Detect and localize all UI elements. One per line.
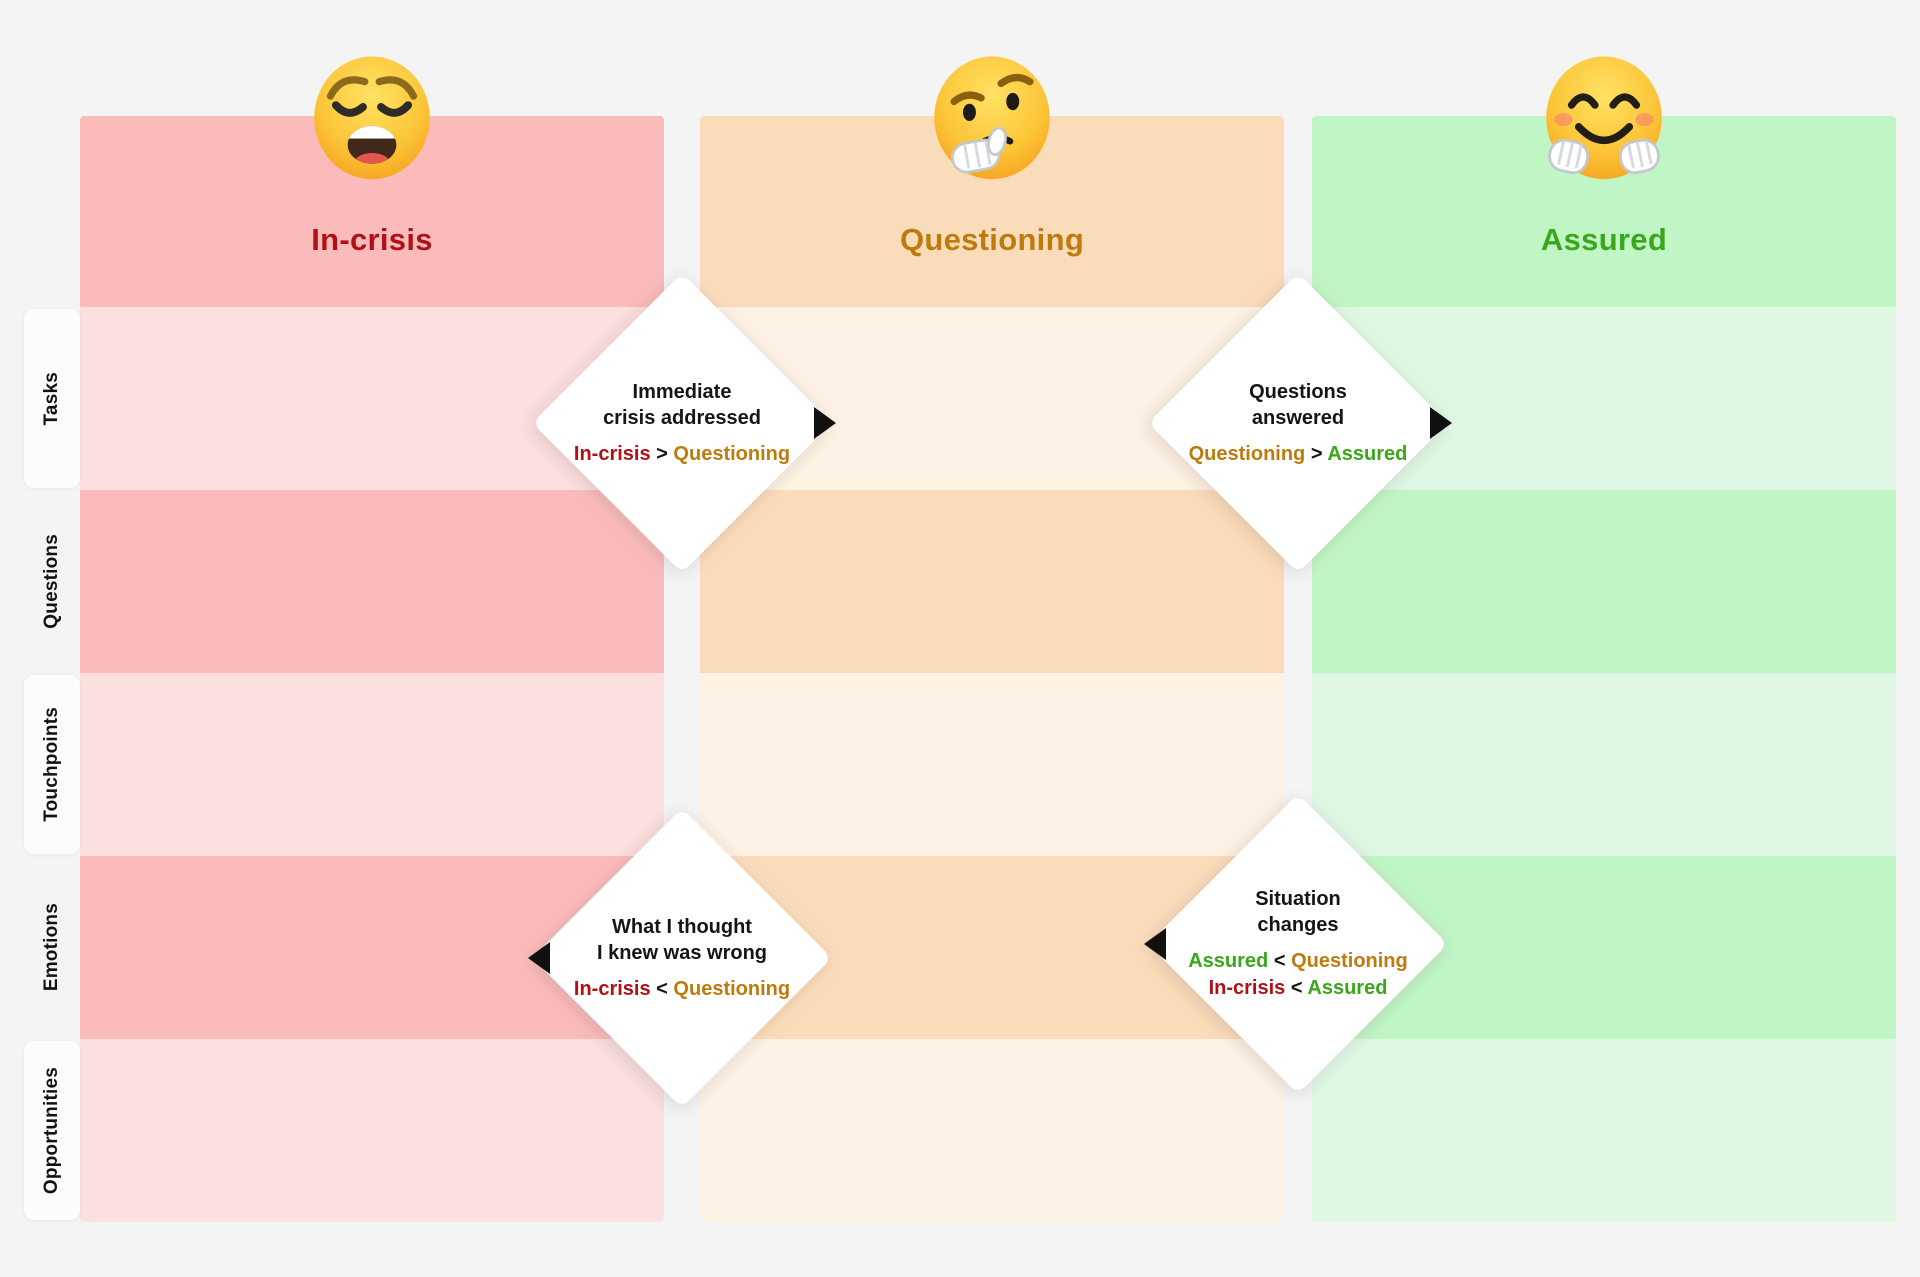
- transition-comparison: In-crisis < Questioning: [574, 976, 790, 1003]
- stage-title-in-crisis: In-crisis: [311, 222, 433, 257]
- transition-comparison: Questioning > Assured: [1189, 441, 1408, 468]
- transition-heading: What I thought I knew was wrong: [596, 915, 768, 964]
- cell-assured-questions: [1312, 490, 1896, 673]
- stage-ref-assured: Assured: [1188, 950, 1269, 972]
- transition-diamond-crisis-addressed: Immediate crisis addressed In-crisis > Q…: [532, 273, 836, 573]
- comparison-operator: <: [1273, 950, 1286, 972]
- arrow-left-icon: [1144, 928, 1166, 960]
- stage-ref-questioning: Questioning: [673, 442, 791, 465]
- cell-questioning-opportunities: [700, 1039, 1284, 1222]
- transition-diamond-thought-was-wrong: What I thought I knew was wrong In-crisi…: [528, 808, 832, 1108]
- stage-column-in-crisis: In-crisis: [80, 56, 664, 1222]
- row-chip-tasks: [24, 309, 80, 488]
- comparison-operator: <: [1290, 977, 1303, 999]
- comparison-operator: <: [656, 977, 668, 1000]
- thinking-face-emoji: [934, 56, 1050, 180]
- cell-questioning-touchpoints: [700, 673, 1284, 856]
- stage-ref-assured: Assured: [1327, 442, 1408, 465]
- stage-ref-questioning: Questioning: [1188, 442, 1306, 465]
- stage-ref-questioning: Questioning: [673, 977, 791, 1000]
- comparison-operator: >: [656, 442, 668, 465]
- row-label-emotions: Emotions: [41, 903, 62, 992]
- stage-ref-in-crisis: In-crisis: [573, 442, 651, 465]
- transition-heading: Immediate crisis addressed: [603, 380, 761, 429]
- stage-title-questioning: Questioning: [899, 222, 1085, 257]
- hugging-face-emoji: [1546, 56, 1662, 180]
- transition-heading: Questions answered: [1249, 380, 1347, 429]
- transition-heading: Situation changes: [1255, 888, 1341, 936]
- row-chip-touchpoints: [24, 675, 80, 854]
- cell-in-crisis-questions: [80, 490, 664, 673]
- stage-ref-in-crisis: In-crisis: [1208, 977, 1286, 999]
- row-label-tasks: Tasks: [41, 371, 62, 426]
- row-label-opportunities: Opportunities: [41, 1066, 62, 1195]
- cell-assured-opportunities: [1312, 1039, 1896, 1222]
- transition-comparison: In-crisis > Questioning: [574, 441, 790, 468]
- transition-diamond-questions-answered: Questions answered Questioning > Assured: [1148, 273, 1452, 573]
- arrow-left-icon: [528, 942, 550, 974]
- stage-ref-assured: Assured: [1307, 977, 1388, 999]
- row-label-touchpoints: Touchpoints: [41, 707, 62, 822]
- stage-ref-questioning: Questioning: [1291, 950, 1408, 972]
- stage-ref-in-crisis: In-crisis: [573, 977, 651, 1000]
- transition-comparison: In-crisis < Assured: [1209, 975, 1388, 1002]
- row-chip-opportunities: [24, 1041, 80, 1220]
- transition-diamond-situation-changes: Situation changes Assured < Questioning …: [1144, 794, 1448, 1094]
- row-label-questions: Questions: [41, 534, 62, 629]
- arrow-right-icon: [1430, 407, 1452, 439]
- cell-questioning-questions: [700, 490, 1284, 673]
- stage-title-assured: Assured: [1540, 222, 1668, 257]
- weary-face-emoji: [314, 56, 430, 180]
- cell-in-crisis-touchpoints: [80, 673, 664, 856]
- cell-assured-touchpoints: [1312, 673, 1896, 856]
- arrow-right-icon: [814, 407, 836, 439]
- transition-comparison: Assured < Questioning: [1188, 948, 1408, 975]
- comparison-operator: >: [1310, 442, 1323, 465]
- cell-in-crisis-opportunities: [80, 1039, 664, 1222]
